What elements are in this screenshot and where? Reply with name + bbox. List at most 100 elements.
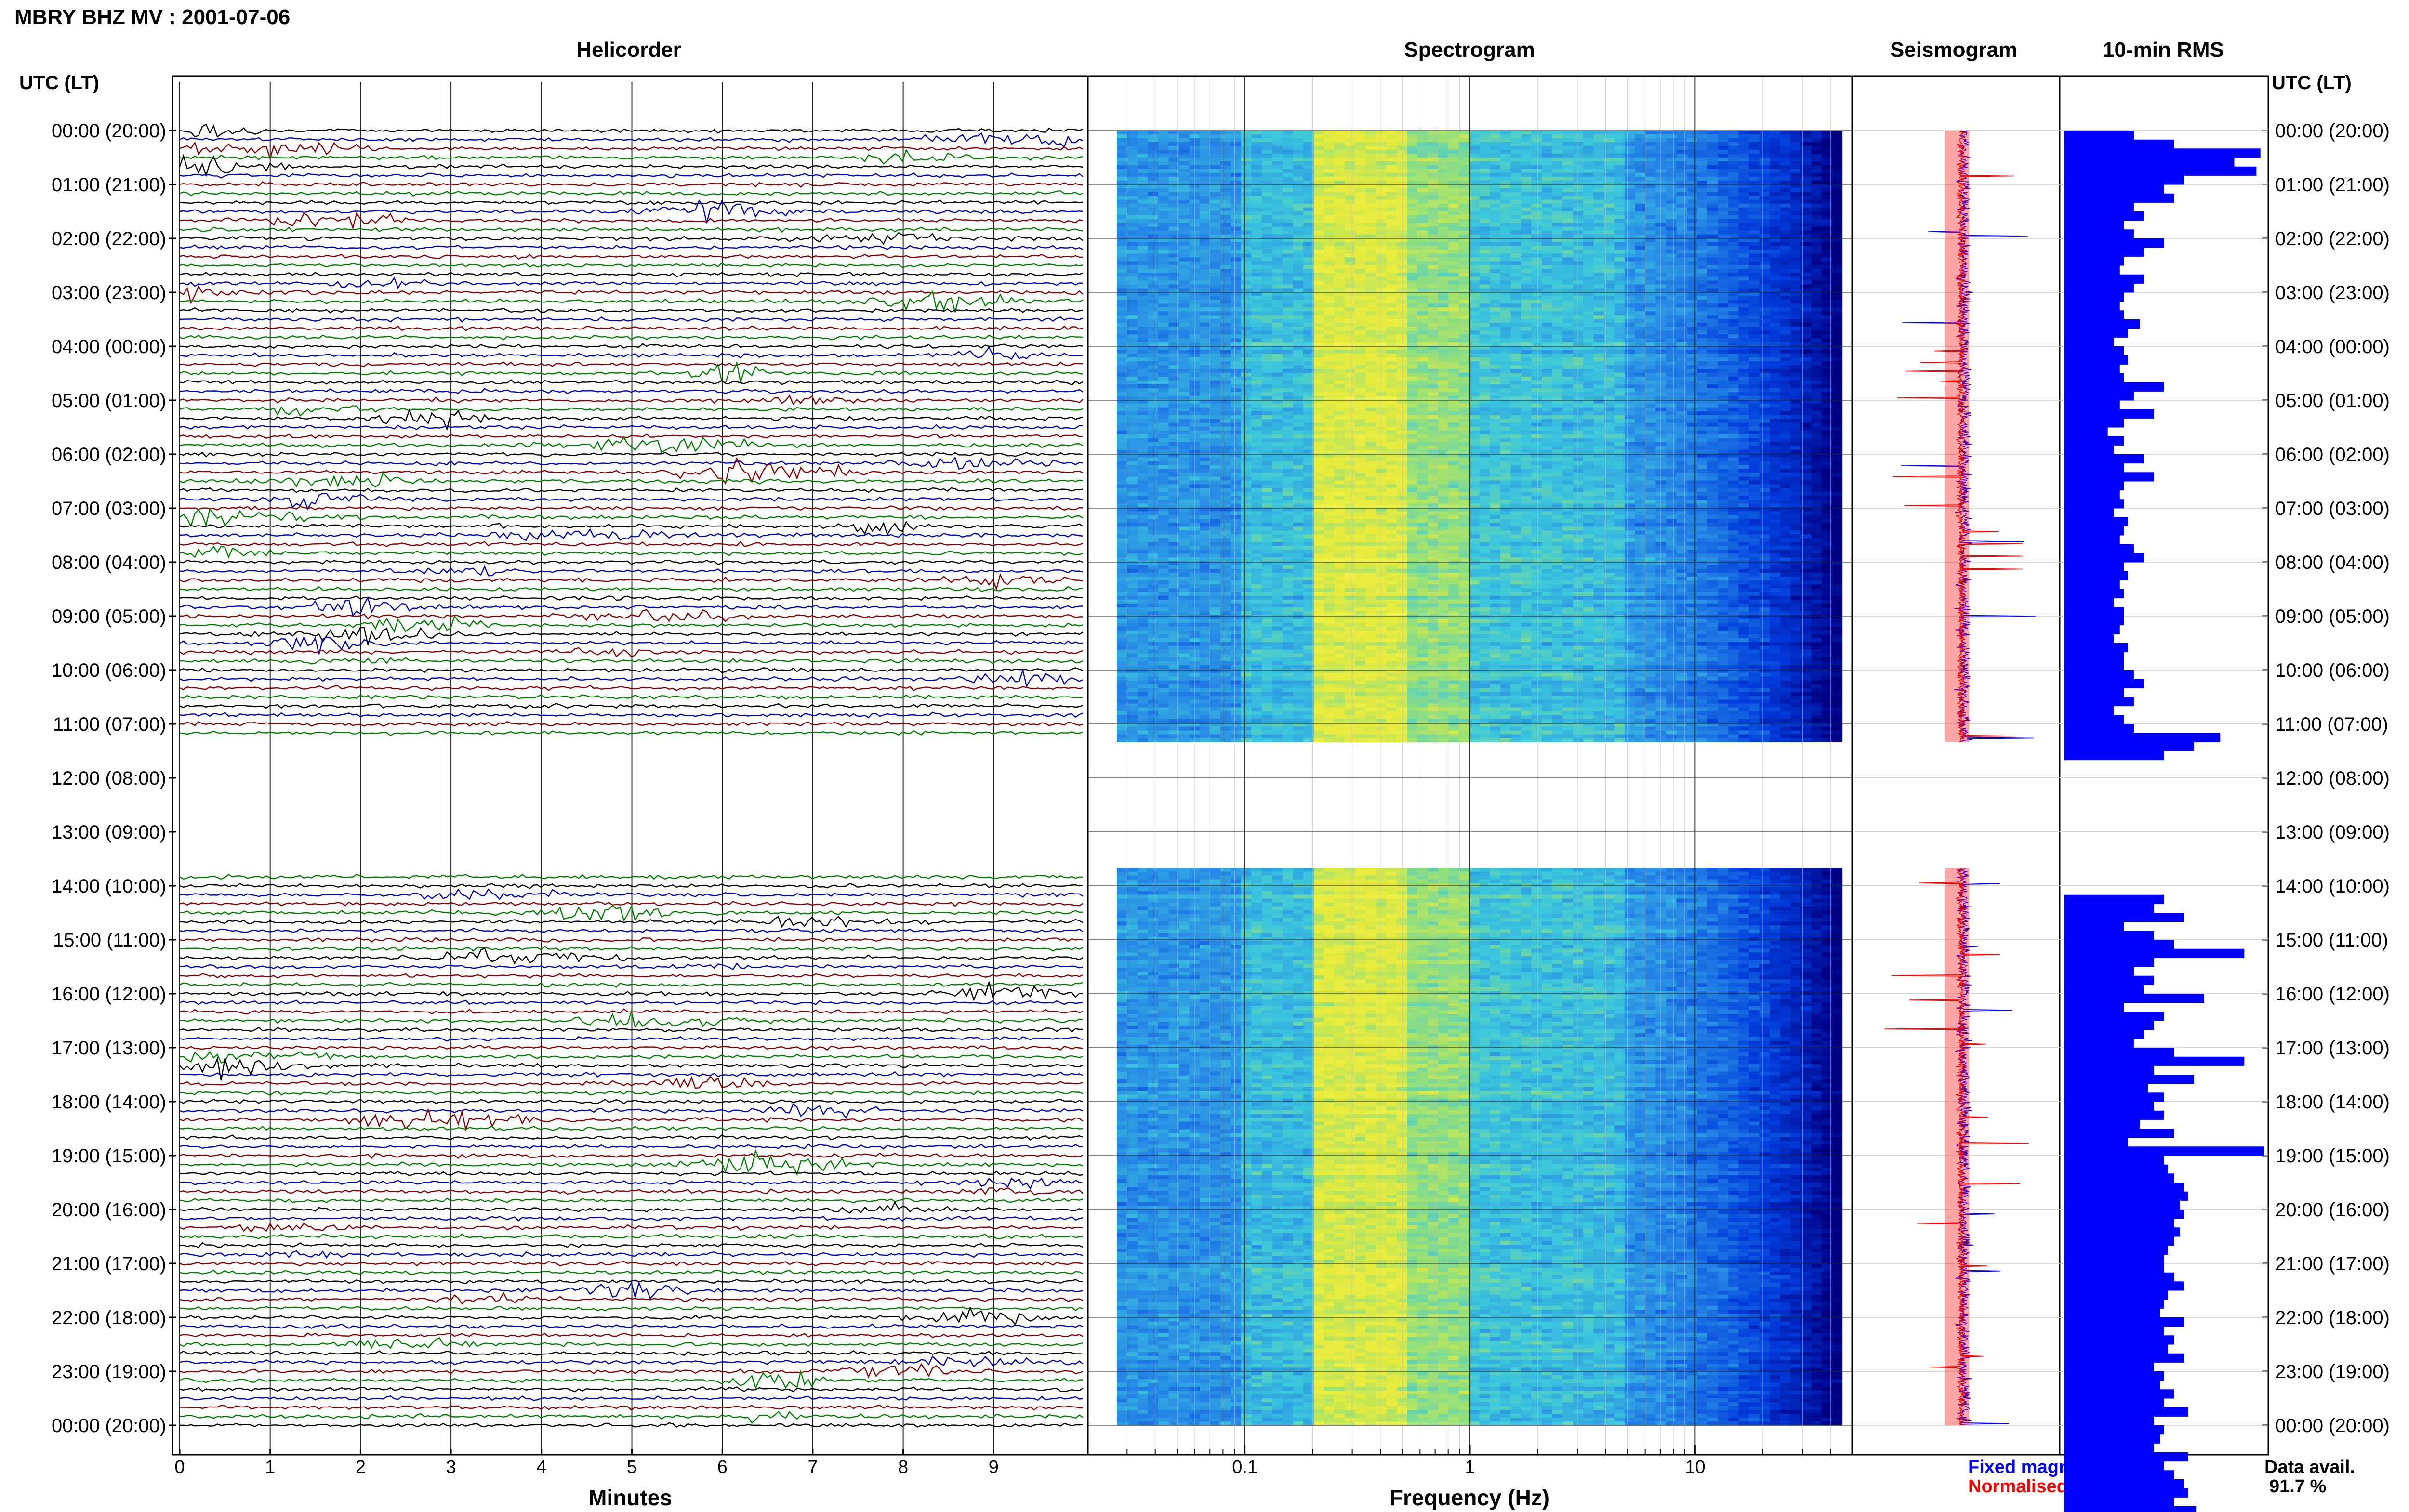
rms-bar [2064, 346, 2124, 356]
helicorder-trace [179, 721, 1084, 727]
helicorder-trace [179, 408, 1084, 431]
rms-bar [2064, 616, 2124, 626]
helicorder-trace [179, 1306, 1084, 1326]
helicorder-trace [179, 1323, 1084, 1329]
helicorder-trace [179, 1201, 1084, 1214]
helicorder-trace [179, 1291, 1084, 1305]
plot-area: 00:00 (20:00) 00:00 (20:00) 01:00 (21:00) 0… [52, 75, 2390, 1512]
helicorder-trace [179, 394, 1084, 406]
rms-bar [2064, 1021, 2154, 1030]
time-label-right: 15:00 (11:00) [2275, 930, 2388, 951]
rms-bar [2064, 301, 2120, 311]
helicorder-trace [179, 346, 1084, 360]
time-label-right: 11:00 (07:00) [2275, 714, 2388, 735]
helicorder-traces [179, 82, 1084, 1450]
rms-bar [2064, 1443, 2154, 1453]
time-label-left: 03:00 (23:00) [52, 282, 166, 303]
rms-bar [2064, 652, 2124, 661]
helicorder-trace [179, 123, 1084, 138]
rms-bar [2064, 1308, 2160, 1318]
time-label-right: 08:00 (04:00) [2275, 552, 2390, 573]
rms-bar [2064, 1245, 2168, 1255]
rms-bar [2064, 931, 2154, 940]
rms-bar [2064, 166, 2257, 176]
helicorder-trace [179, 507, 1084, 528]
rms-bar [2064, 742, 2195, 751]
helicorder-trace [179, 1386, 1084, 1393]
time-header-left: UTC (LT) [19, 72, 99, 93]
rms-bar [2064, 1065, 2154, 1075]
helicorder-trace [179, 181, 1084, 188]
helicorder-trace [179, 627, 1084, 645]
rms-bar [2064, 1092, 2164, 1102]
helicorder-trace [179, 647, 1084, 657]
rms-bar [2064, 1506, 2197, 1512]
rms-bar [2064, 202, 2134, 212]
helicorder-trace [179, 1422, 1084, 1428]
helicorder-trace [179, 1098, 1084, 1104]
rms-title: 10-min RMS [2103, 38, 2224, 62]
helicorder-trace [179, 132, 1084, 148]
rms-bar [2064, 229, 2134, 239]
helicorder-trace [179, 271, 1084, 277]
helicorder-trace [179, 172, 1084, 179]
helicorder-trace [179, 148, 1084, 165]
rms-bar [2064, 607, 2124, 617]
frequency-tick-label: 1 [1465, 1457, 1475, 1477]
spectrogram-image [1116, 131, 1843, 1426]
time-label-left: 22:00 (18:00) [52, 1307, 166, 1328]
rms-bar [2064, 337, 2114, 347]
rms-bar [2064, 1129, 2174, 1138]
helicorder-trace [179, 1134, 1084, 1141]
rms-bar [2064, 1380, 2160, 1390]
frequency-tick-label: 0.1 [1232, 1457, 1257, 1477]
rms-bar [2064, 481, 2124, 491]
rms-bar [2064, 1083, 2148, 1093]
rms-bar [2064, 1326, 2164, 1336]
time-label-right: 18:00 (14:00) [2275, 1091, 2390, 1113]
rms-bar [2064, 1398, 2164, 1408]
helicorder-trace [179, 1350, 1084, 1356]
helicorder-trace [179, 635, 1084, 655]
rms-bar [2064, 562, 2124, 572]
rms-bar [2064, 1137, 2128, 1147]
helicorder-trace [179, 521, 1084, 536]
minutes-tick-label: 1 [265, 1457, 275, 1477]
helicorder-trace [179, 361, 1084, 368]
rms-bar [2064, 472, 2154, 482]
time-label-right: 23:00 (19:00) [2275, 1361, 2390, 1382]
rms-bar [2064, 1164, 2168, 1174]
minutes-axis-label: Minutes [588, 1485, 672, 1510]
helicorder-trace [179, 492, 1084, 511]
rms-bar [2064, 1183, 2184, 1192]
rms-bar [2064, 1299, 2164, 1309]
time-label-left: 19:00 (15:00) [52, 1145, 166, 1167]
helicorder-trace [179, 882, 1084, 890]
spectrogram-title: Spectrogram [1404, 38, 1535, 62]
rms-bar [2064, 589, 2124, 599]
rms-bar [2064, 1039, 2134, 1048]
helicorder-trace [180, 505, 1084, 511]
helicorder-trace [179, 873, 1084, 880]
helicorder-trace [179, 730, 1084, 736]
rms-bar [2064, 148, 2261, 158]
time-label-left: 05:00 (01:00) [52, 390, 166, 411]
rms-bar [2064, 958, 2154, 967]
rms-bar [2064, 158, 2235, 167]
helicorder-trace [179, 667, 1084, 673]
helicorder-trace [179, 668, 1084, 688]
helicorder-trace [179, 609, 1083, 622]
helicorder-trace [179, 1177, 1084, 1190]
helicorder-trace [179, 1090, 1084, 1096]
rms-bar [2064, 975, 2154, 985]
rms-bars [2060, 130, 2268, 1512]
rms-bar [2064, 400, 2120, 410]
rms-bar [2064, 1317, 2184, 1327]
helicorder-trace [179, 343, 1084, 349]
helicorder-trace [179, 1332, 1084, 1339]
helicorder-trace [179, 307, 1084, 314]
time-label-right: 17:00 (13:00) [2275, 1038, 2390, 1059]
rms-bar [2064, 634, 2114, 644]
helicorder-trace [179, 596, 1084, 617]
helicorder-trace [179, 684, 1084, 691]
